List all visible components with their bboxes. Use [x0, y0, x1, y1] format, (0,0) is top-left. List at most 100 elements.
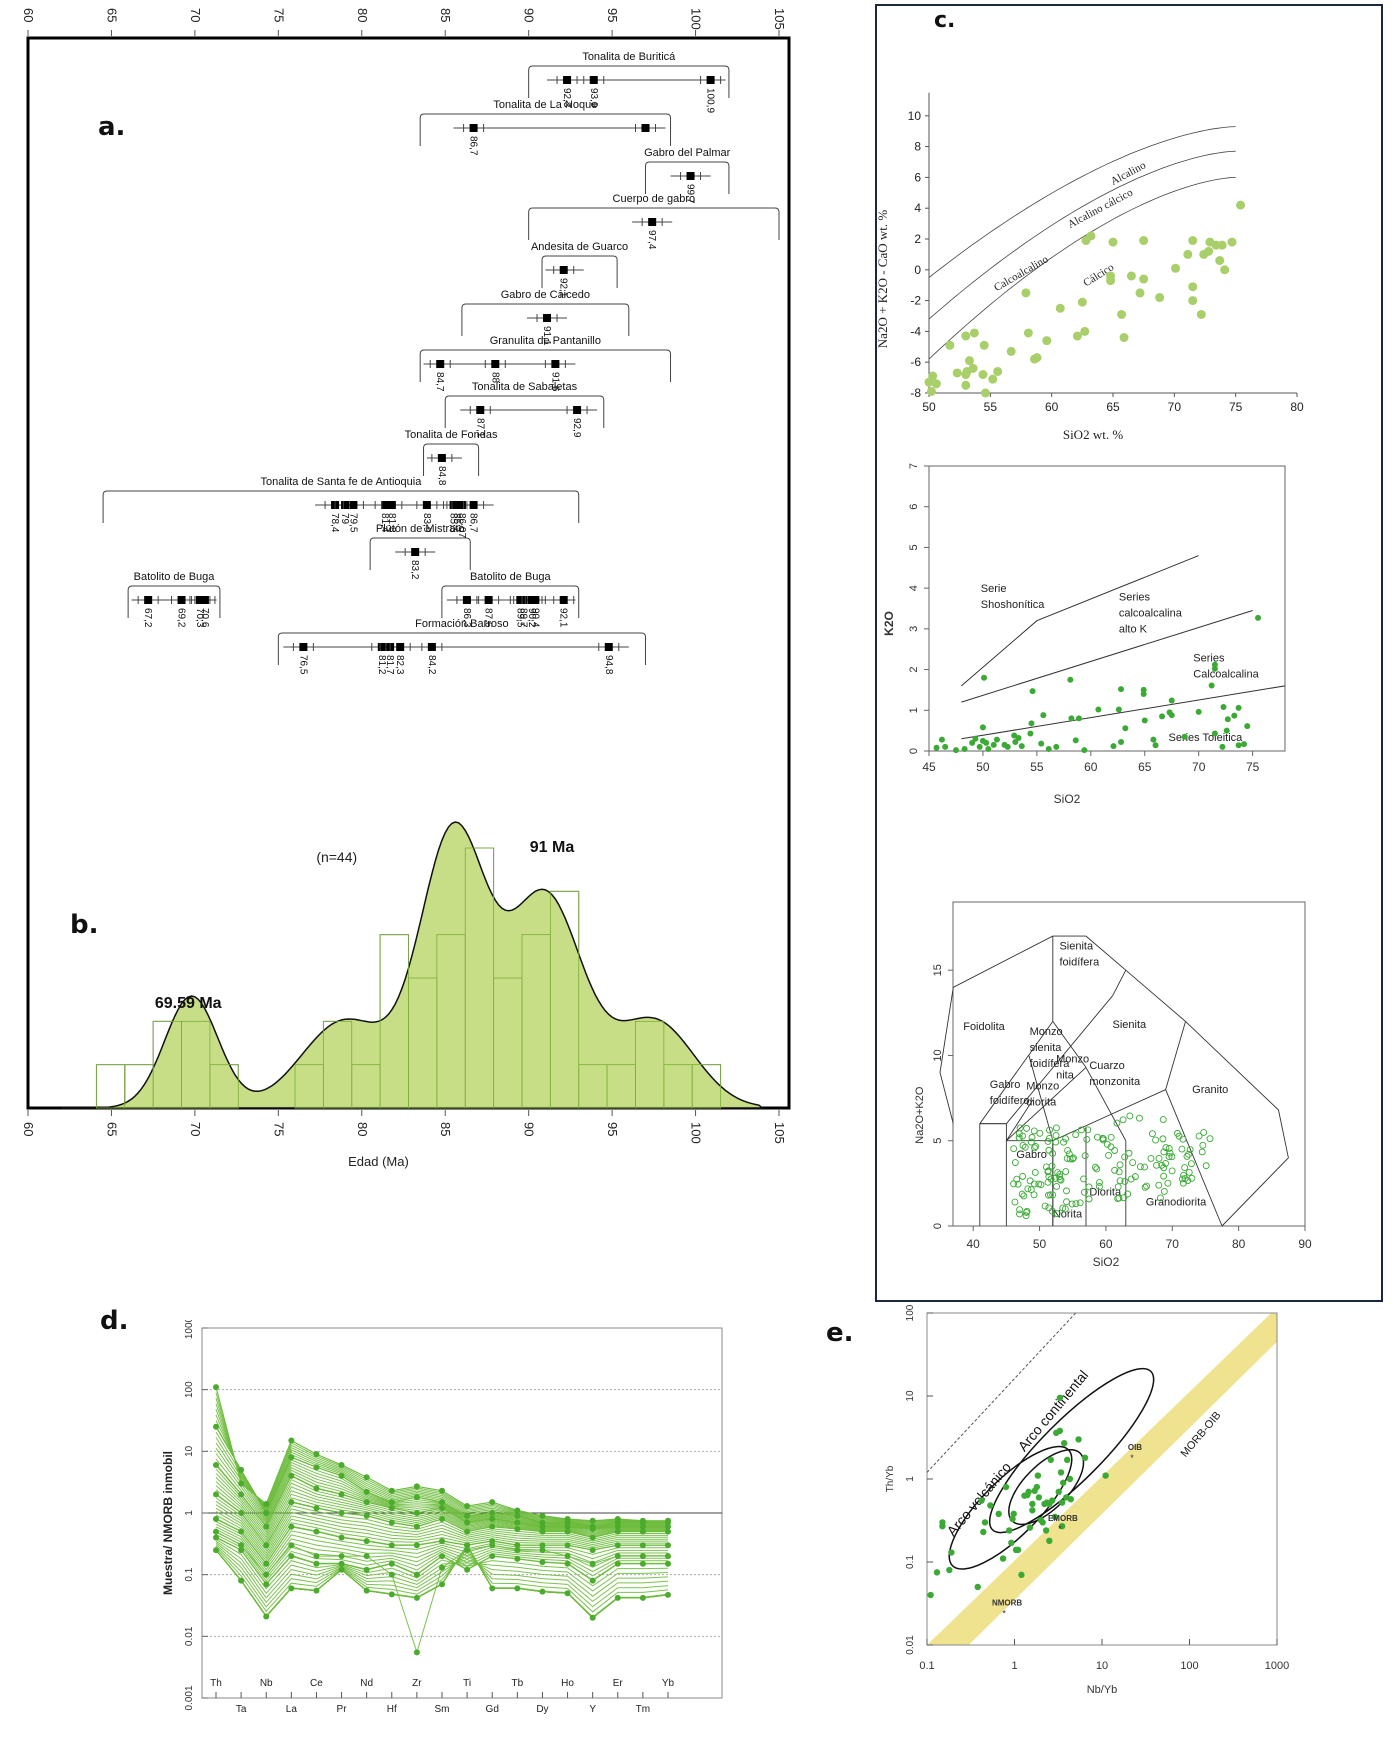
group-name: Batolito de Buga [134, 571, 216, 583]
c3-ytick-label: 5 [932, 1138, 944, 1144]
c2-ytick-label: 6 [908, 504, 920, 510]
age-label: 86,7 [468, 136, 479, 156]
kde-curve [61, 821, 765, 1109]
c3-point [1179, 1179, 1187, 1187]
age-label: 90,4 [529, 608, 540, 628]
group-bracket [541, 255, 618, 288]
age-group: Tonalita de Sabaletas 87,1 92,9 [444, 381, 605, 438]
e-reference-label: NMORB [992, 1598, 1022, 1607]
c1-point [969, 328, 979, 338]
d-point [363, 1553, 370, 1560]
c3-point [1091, 1163, 1099, 1171]
c1-point [1080, 326, 1090, 336]
age-marker [686, 172, 695, 180]
c1-point [1126, 271, 1136, 281]
c3-point [1054, 1169, 1062, 1177]
group-bracket [419, 349, 672, 382]
c2-point [1068, 715, 1075, 722]
histogram-bar-inner [96, 1064, 126, 1109]
d-point [338, 1472, 345, 1479]
d-point [338, 1566, 345, 1573]
d-point [413, 1523, 420, 1530]
c1-point [1023, 328, 1033, 338]
c3-point [1162, 1144, 1170, 1152]
c3-point [1027, 1138, 1035, 1146]
c1-ytick-label: 6 [914, 170, 921, 184]
c2-point [972, 735, 979, 742]
e-ytick-label: 100 [905, 1304, 916, 1321]
c3-point [1180, 1171, 1188, 1179]
c3-point [1020, 1192, 1028, 1200]
d-ytick-label: 10 [184, 1445, 195, 1457]
d-y-title: Muestra/ NMORB inmobil [161, 1451, 175, 1595]
e-point [1056, 1427, 1064, 1435]
c1-ytick-label: -4 [910, 324, 921, 338]
c2-boundary-calcalk [961, 685, 1286, 740]
e-xtick-label: 1000 [1265, 1660, 1289, 1672]
group-bracket [423, 443, 480, 476]
d-point [363, 1566, 370, 1573]
c3-field-label: Monzo nita [1056, 1053, 1089, 1081]
d-point [288, 1472, 295, 1479]
e-point [1042, 1527, 1050, 1534]
d-xtick-label: Th [210, 1678, 222, 1689]
e-point [1014, 1546, 1022, 1554]
e-point [1075, 1436, 1082, 1443]
d-point [639, 1594, 646, 1601]
group-bracket [419, 113, 672, 146]
c3-point [1062, 1135, 1070, 1143]
c2-point [1241, 741, 1248, 748]
group-name: Cuerpo de gabro [613, 193, 696, 205]
c3-point [1107, 1133, 1115, 1141]
c3-point [1116, 1177, 1124, 1185]
c3-point [1156, 1194, 1164, 1202]
c2-x-title: SiO2 [1054, 792, 1081, 806]
e-point [1006, 1527, 1013, 1534]
c3-point [1023, 1124, 1031, 1132]
d-series-line [215, 1544, 669, 1604]
age-group: Batolito de Buga 86,3 87,6 89,789,5 90,290,4… [441, 571, 580, 628]
d-point [413, 1594, 420, 1601]
e-reference-label: OIB [1128, 1443, 1142, 1452]
d-point [514, 1542, 521, 1549]
c1-point [1135, 288, 1145, 298]
d-point [263, 1510, 270, 1516]
c1-point [1188, 236, 1198, 246]
c2-point [1231, 712, 1238, 719]
c3-point [1202, 1162, 1210, 1170]
c1-point [1055, 303, 1065, 313]
c2-point [1012, 739, 1019, 746]
c3-point [1059, 1204, 1067, 1212]
d-point [665, 1591, 671, 1598]
c2-point [1053, 743, 1060, 750]
c2-ytick-label: 3 [908, 626, 920, 632]
d-point [388, 1499, 395, 1506]
d-point [388, 1519, 395, 1526]
c3-point [1200, 1129, 1208, 1136]
d-xtick-label: Nd [360, 1678, 373, 1689]
c2-ytick-label: 5 [908, 544, 920, 550]
c2-point [1027, 730, 1034, 737]
d-point [338, 1462, 345, 1469]
c2-point [1018, 743, 1025, 750]
e-point [1056, 1394, 1064, 1402]
e-point [1018, 1571, 1025, 1579]
d-point [288, 1553, 295, 1560]
c3-point [1030, 1127, 1038, 1135]
age-group: Tonalita de Santa fe de Antioquia 78,4 797… [102, 476, 580, 538]
c3-point [1052, 1131, 1060, 1139]
c1-boundary [928, 126, 1236, 278]
c1-point [1155, 293, 1165, 303]
top-axis-tick-label: 95 [605, 8, 620, 22]
d-point [238, 1528, 245, 1535]
c1-point [988, 374, 998, 384]
c1-ytick-label: 0 [914, 263, 921, 277]
c3-point [1021, 1143, 1029, 1151]
e-reference-label: EMORB [1048, 1514, 1078, 1523]
chart-a-b: 60 65 70 75 80 85 90 95 100 105 Tonalita de Buriti… [21, 8, 791, 1169]
group-bracket [441, 585, 580, 618]
c2-point [1081, 747, 1088, 754]
c1-field-label: Alcalino cálcico [1066, 186, 1135, 231]
c1-point [1072, 331, 1082, 341]
